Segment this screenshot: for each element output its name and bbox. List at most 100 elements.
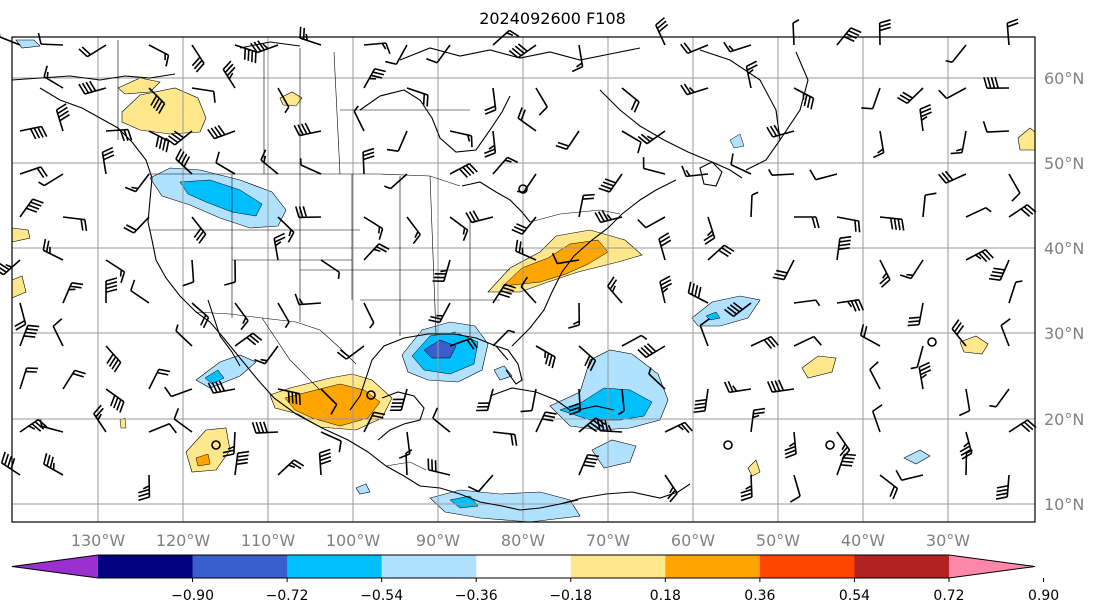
wind-barb [945,44,967,63]
neg-anomaly-newfoundland [729,133,745,149]
neg-anomaly-small-2 [903,449,931,465]
wind-barb [897,87,924,105]
wind-barb [19,166,48,179]
wind-barb [555,130,580,151]
wind-barb [899,259,924,280]
wind-barb [869,361,881,390]
wind-barb [449,216,469,242]
wind-barb [789,474,801,503]
wind-barb [730,153,752,175]
latitude-tick-label: 20°N [1044,410,1084,429]
wind-barb [659,275,673,304]
wind-barb [215,151,236,175]
wind-barb [517,107,537,132]
wind-barb [428,302,451,324]
wind-barb [596,419,623,433]
colorbar-segment [476,555,572,578]
coast-pacific-nw [39,87,153,223]
colorbar-extend-high [949,555,1035,578]
wind-barb [958,388,971,417]
latitude-tick-label: 30°N [1044,324,1084,343]
wind-barb [398,431,411,459]
border-us-mexico [195,311,357,365]
wind-barb [427,458,451,476]
wind-barb [105,345,122,373]
wind-barbs [0,17,1037,503]
wind-barb [148,423,177,434]
wind-barb [982,121,1010,133]
map-frame [11,36,1036,523]
wind-barb [39,419,64,433]
latitude-labels: 60°N 50°N 40°N 30°N 20°N 10°N [1044,69,1084,514]
wind-barb [784,431,797,459]
anomaly-fill-layer [11,39,1036,523]
wind-barb [836,299,865,312]
wind-barb [14,302,27,331]
wind-barb [598,173,623,193]
wind-barb [19,324,40,347]
wind-barb [511,216,537,235]
wind-barb [363,302,375,329]
wind-barb [277,388,301,406]
wind-barb [234,450,250,476]
wind-barb [750,191,759,218]
wind-barb [234,332,263,347]
wind-barb [222,431,236,458]
wind-barb [182,259,195,287]
wind-barb [938,87,967,100]
longitude-tick-label: 100°W [326,531,381,550]
wind-barb [515,239,537,261]
wind-barb [320,259,341,280]
wind-barb [740,474,753,502]
wind-barb [879,474,899,500]
colorbar-extend-low [12,555,98,578]
wind-barb [295,206,322,219]
wind-barb [836,216,861,233]
coast-mexico-pacific [221,335,421,487]
wind-barb [320,431,342,453]
wind-barb [745,60,758,89]
wind-barb [19,125,48,140]
wind-barb [294,293,322,306]
wind-barb [919,104,932,132]
wind-barb [406,216,421,245]
wind-barb [105,259,126,284]
wind-barb [148,87,166,114]
calm-marker [211,440,221,450]
longitude-tick-label: 80°W [501,531,545,550]
wind-barb [492,431,518,446]
border-mexico-1 [261,317,321,391]
colorbar-segment [98,555,194,578]
coast-greenland [699,49,781,171]
wind-barb [449,337,478,350]
wind-barb [508,43,537,59]
wind-barb [405,449,413,476]
neg-anomaly-small-3 [355,483,371,495]
neg-anomaly-northwest-core [179,179,263,217]
wind-barb [191,216,207,244]
wind-barb [432,407,451,433]
wind-barb [723,301,752,317]
wind-barb [363,42,391,54]
pos-anomaly-east-us-core [502,239,609,287]
wind-barb [520,388,537,413]
wind-barb [723,381,752,394]
wind-barb [1008,280,1023,304]
wind-barb [578,453,600,476]
pos-anomaly-alaska-2 [117,77,161,95]
wind-barb [277,459,305,476]
wind-barb [594,210,623,224]
wind-barb [78,44,107,58]
neg-anomaly-edge [15,39,41,49]
wind-barb [681,165,709,178]
wind-barb [449,130,473,148]
colorbar [11,554,1036,579]
wind-barb [965,249,994,263]
wind-barb [449,162,478,178]
gridlines [12,37,1035,522]
wind-barb [989,388,1010,408]
pos-anomaly-small [747,459,761,477]
wind-barb [299,158,322,175]
colorbar-tick-label: −0.90 [171,588,214,604]
